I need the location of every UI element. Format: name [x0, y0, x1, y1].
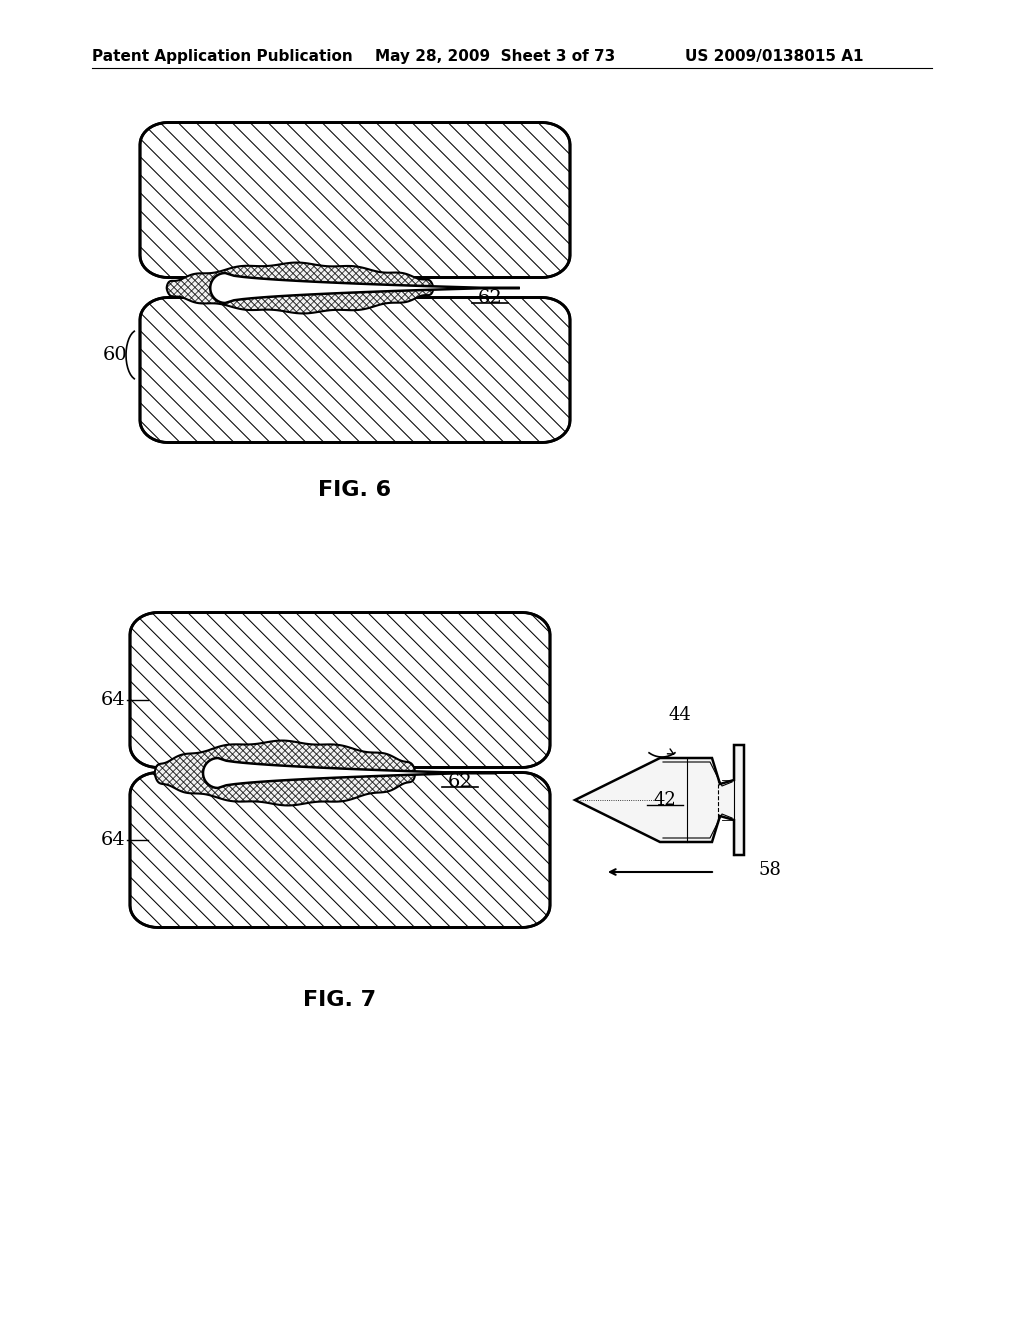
Text: 64: 64: [100, 690, 125, 709]
PathPatch shape: [130, 772, 550, 928]
PathPatch shape: [130, 612, 550, 767]
Text: 62: 62: [477, 289, 503, 308]
PathPatch shape: [155, 741, 415, 805]
Text: 42: 42: [653, 791, 677, 809]
PathPatch shape: [203, 758, 497, 788]
PathPatch shape: [210, 273, 520, 304]
Text: 60: 60: [103, 346, 128, 364]
Text: FIG. 7: FIG. 7: [303, 990, 377, 1010]
Text: 64: 64: [100, 832, 125, 849]
PathPatch shape: [167, 263, 433, 313]
Text: FIG. 6: FIG. 6: [318, 480, 391, 500]
Text: 44: 44: [669, 706, 691, 723]
Text: 58: 58: [759, 861, 781, 879]
PathPatch shape: [140, 123, 570, 277]
Text: US 2009/0138015 A1: US 2009/0138015 A1: [685, 49, 863, 65]
PathPatch shape: [140, 297, 570, 442]
Text: May 28, 2009  Sheet 3 of 73: May 28, 2009 Sheet 3 of 73: [375, 49, 615, 65]
Text: Patent Application Publication: Patent Application Publication: [92, 49, 352, 65]
Polygon shape: [575, 744, 744, 855]
Text: 62: 62: [447, 774, 472, 791]
